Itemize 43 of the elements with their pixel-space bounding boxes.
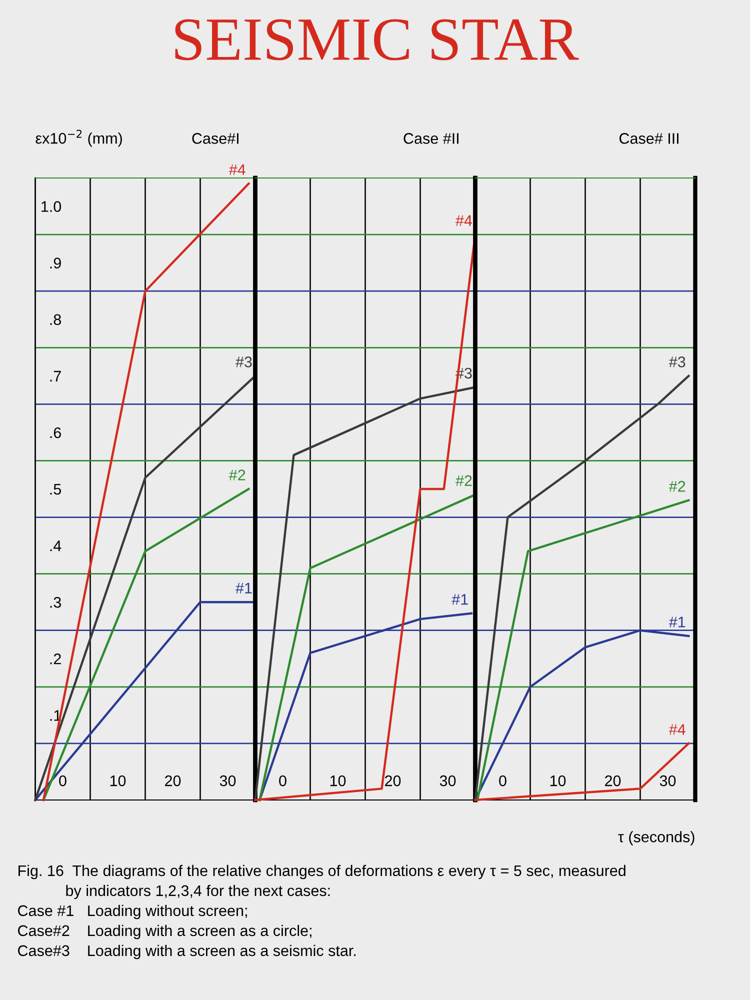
y-tick-label: .2 bbox=[50, 654, 61, 664]
series-label: #2 bbox=[456, 475, 472, 486]
x-tick-label: 30 bbox=[220, 775, 236, 786]
series-label: #1 bbox=[236, 582, 252, 594]
x-axis-title: τ (seconds) bbox=[618, 831, 694, 846]
x-tick-label: 30 bbox=[660, 775, 676, 786]
x-tick-label: 0 bbox=[279, 775, 286, 786]
chart-title: SEISMIC STAR bbox=[175, 19, 579, 60]
series-label: #2 bbox=[228, 470, 246, 480]
series-label: #1 bbox=[668, 616, 686, 628]
y-tick-label: .5 bbox=[50, 484, 61, 495]
y-tick-label: .7 bbox=[50, 370, 61, 382]
text: Case#2 Loading with a screen as a circle; bbox=[18, 924, 312, 940]
y-tick-label: .9 bbox=[50, 258, 61, 269]
series-label: #3 bbox=[236, 356, 252, 368]
x-tick-label: 20 bbox=[385, 775, 401, 786]
y-tick-label: .6 bbox=[50, 427, 61, 438]
chart-subtitle: Case #II bbox=[404, 133, 458, 144]
y-tick-label: .3 bbox=[50, 596, 61, 608]
text: Case #1 Loading without screen; bbox=[18, 904, 247, 920]
series-label: #2 bbox=[668, 480, 686, 492]
chart-subtitle: Case# III bbox=[619, 133, 678, 144]
x-tick-label: 30 bbox=[440, 775, 456, 786]
x-tick-label: 10 bbox=[110, 775, 126, 786]
chart-subtitle: Case#I bbox=[192, 133, 238, 144]
x-tick-label: 0 bbox=[499, 775, 506, 786]
x-tick-label: 20 bbox=[165, 775, 181, 786]
y-tick-label: .8 bbox=[50, 314, 61, 326]
x-tick-label: 10 bbox=[550, 775, 566, 786]
text: Case#3 Loading with a screen as a seismic star. bbox=[18, 944, 356, 960]
series-label: #4 bbox=[228, 164, 246, 175]
y-axis-title: εx10$^{−2}$ (mm) bbox=[36, 130, 122, 147]
series-label: #4 bbox=[668, 724, 686, 735]
series-label: #1 bbox=[452, 594, 468, 605]
caption: Fig. 16 The diagrams of the relative changes of deformations ε every τ = 5 sec, measured bbox=[18, 864, 626, 880]
x-tick-label: 0 bbox=[59, 775, 66, 786]
y-tick-label: .4 bbox=[50, 540, 62, 552]
text: by indicators 1,2,3,4 for the next cases: bbox=[66, 884, 330, 900]
y-tick-label: 1.0 bbox=[42, 201, 62, 212]
series-label: #4 bbox=[456, 215, 472, 226]
x-tick-label: 20 bbox=[605, 775, 621, 786]
x-tick-label: 10 bbox=[330, 775, 346, 786]
series-label: #3 bbox=[668, 356, 686, 368]
